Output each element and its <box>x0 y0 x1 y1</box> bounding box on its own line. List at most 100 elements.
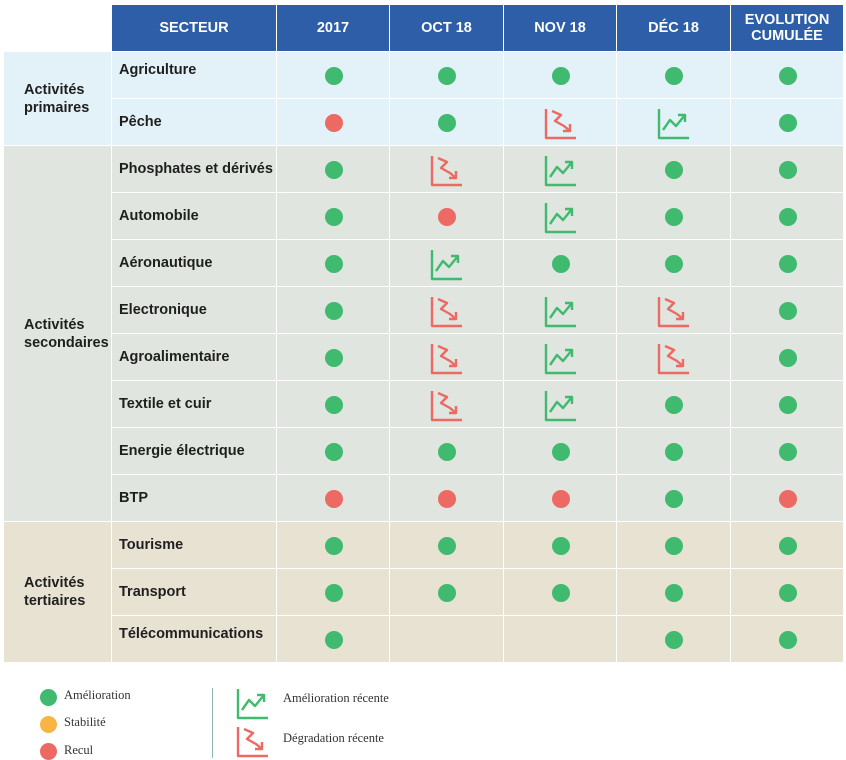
sector-label: Textile et cuir <box>112 381 277 428</box>
header-column: NOV 18 <box>504 5 617 52</box>
status-cell <box>504 52 617 99</box>
status-cell <box>504 616 617 663</box>
degradation-recente-icon <box>430 343 462 374</box>
sector-label: Télécommunications <box>112 616 277 663</box>
amelioration-dot-icon <box>40 689 57 706</box>
status-cell <box>277 146 390 193</box>
recul-dot-icon <box>438 489 456 508</box>
sector-label: Tourisme <box>112 522 277 569</box>
header-column: EVOLUTION CUMULÉE <box>731 5 844 52</box>
amelioration-dot-icon <box>778 583 797 602</box>
status-cell <box>731 287 844 334</box>
amelioration-dot-icon <box>551 254 570 273</box>
amelioration-dot-icon <box>778 113 797 132</box>
degradation-recente-icon <box>430 296 462 327</box>
amelioration-dot-icon <box>778 442 797 461</box>
amelioration-dot-icon <box>324 536 343 555</box>
status-cell <box>504 381 617 428</box>
degradation-recente-icon <box>657 296 689 327</box>
amelioration-dot-icon <box>324 66 343 85</box>
status-cell <box>617 522 731 569</box>
status-cell <box>504 522 617 569</box>
status-cell <box>731 52 844 99</box>
amelioration-dot-icon <box>665 395 683 414</box>
sector-label: Phosphates et dérivés <box>112 146 277 193</box>
status-cell <box>277 193 390 240</box>
amelioration-dot-icon <box>438 536 456 555</box>
status-cell <box>617 146 731 193</box>
sector-label: Aéronautique <box>112 240 277 287</box>
header-column: OCT 18 <box>390 5 504 52</box>
amelioration-dot-icon <box>324 395 343 414</box>
amelioration-recente-icon <box>544 343 576 374</box>
status-cell <box>504 569 617 616</box>
amelioration-dot-icon <box>324 442 343 461</box>
sector-label: Energie électrique <box>112 428 277 475</box>
degradation-recente-icon <box>657 343 689 374</box>
amelioration-dot-icon <box>778 301 797 320</box>
amelioration-dot-icon <box>438 583 456 602</box>
amelioration-dot-icon <box>324 301 343 320</box>
sector-label: Agriculture <box>112 52 277 99</box>
status-cell <box>731 616 844 663</box>
status-cell <box>277 522 390 569</box>
recul-dot-icon <box>324 489 343 508</box>
sector-label: Automobile <box>112 193 277 240</box>
header-secteur: SECTEUR <box>112 5 277 52</box>
amelioration-dot-icon <box>665 536 683 555</box>
status-cell <box>504 475 617 522</box>
status-cell <box>731 569 844 616</box>
group-tertiaire: Activités tertiaires <box>4 522 112 663</box>
status-cell <box>504 193 617 240</box>
amelioration-dot-icon <box>324 348 343 367</box>
status-cell <box>390 99 504 146</box>
sector-label: BTP <box>112 475 277 522</box>
header-column: 2017 <box>277 5 390 52</box>
amelioration-dot-icon <box>324 160 343 179</box>
stabilite-dot-icon <box>40 716 57 733</box>
status-cell <box>731 381 844 428</box>
status-cell <box>617 287 731 334</box>
status-cell <box>617 193 731 240</box>
degradation-recente-icon <box>544 108 576 139</box>
legend-divider <box>212 688 213 758</box>
amelioration-dot-icon <box>778 536 797 555</box>
amelioration-dot-icon <box>438 113 456 132</box>
status-cell <box>504 146 617 193</box>
amelioration-dot-icon <box>324 207 343 226</box>
status-cell <box>617 99 731 146</box>
status-cell <box>390 428 504 475</box>
amelioration-dot-icon <box>324 630 343 649</box>
status-cell <box>277 381 390 428</box>
recul-dot-icon <box>324 113 343 132</box>
legend-recul: Recul <box>64 743 94 757</box>
status-cell <box>390 616 504 663</box>
legend-degradation-recente: Dégradation récente <box>283 731 384 745</box>
amelioration-dot-icon <box>665 583 683 602</box>
status-cell <box>617 381 731 428</box>
status-cell <box>390 193 504 240</box>
amelioration-recente-icon <box>544 296 576 327</box>
status-cell <box>617 240 731 287</box>
amelioration-dot-icon <box>551 442 570 461</box>
status-cell <box>504 428 617 475</box>
amelioration-dot-icon <box>665 254 683 273</box>
group-secondaire: Activités secondaires <box>4 146 112 522</box>
amelioration-dot-icon <box>778 66 797 85</box>
status-cell <box>617 334 731 381</box>
sector-table: SECTEUR 2017 OCT 18 NOV 18 DÉC 18 EVOLUTION C… <box>4 5 844 663</box>
degradation-recente-icon <box>430 390 462 421</box>
amelioration-dot-icon <box>778 395 797 414</box>
status-cell <box>277 240 390 287</box>
status-cell <box>277 334 390 381</box>
amelioration-dot-icon <box>324 583 343 602</box>
amelioration-recente-icon <box>657 108 689 139</box>
amelioration-dot-icon <box>551 66 570 85</box>
amelioration-dot-icon <box>551 583 570 602</box>
sector-label: Electronique <box>112 287 277 334</box>
amelioration-dot-icon <box>665 160 683 179</box>
recul-dot-icon <box>438 207 456 226</box>
status-cell <box>731 193 844 240</box>
status-cell <box>390 569 504 616</box>
amelioration-dot-icon <box>778 630 797 649</box>
